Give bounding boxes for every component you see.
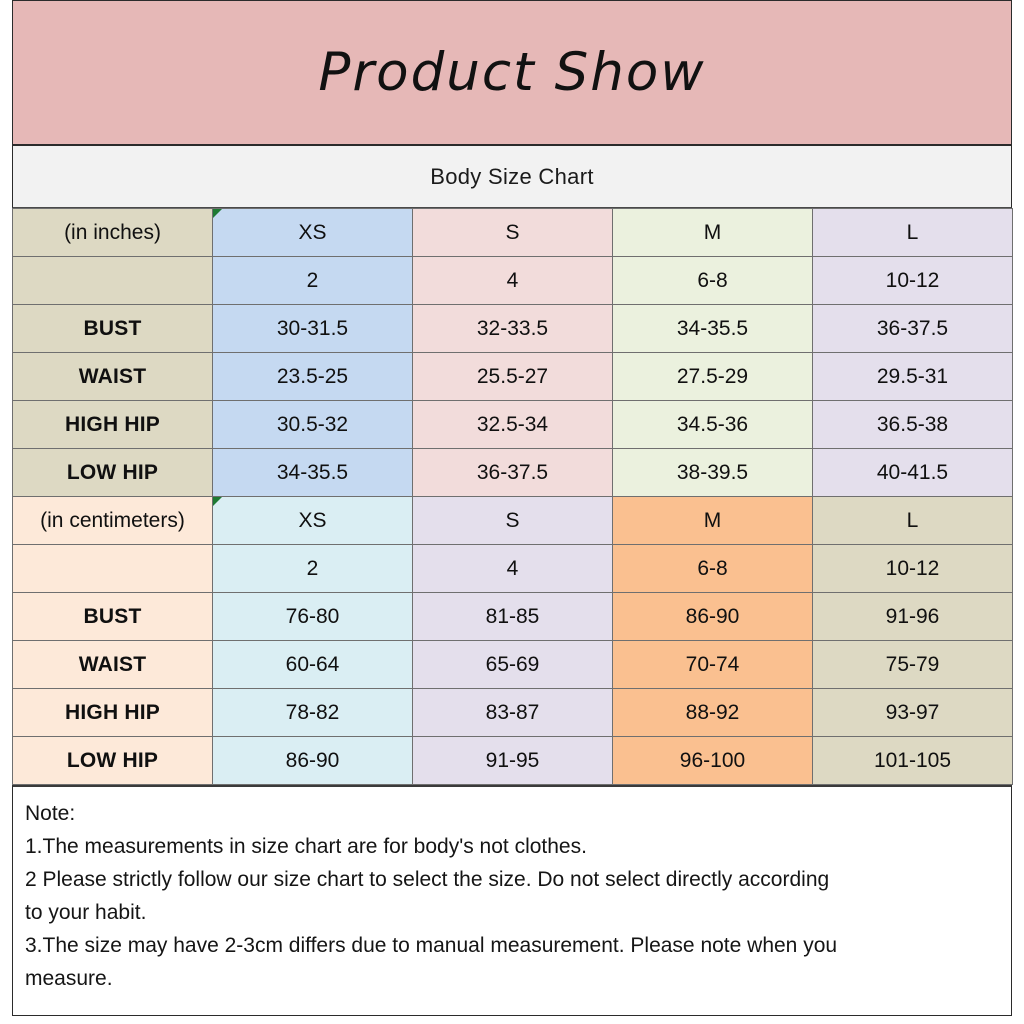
cell-bust-m-centimeters: 86-90 xyxy=(612,592,813,641)
table-row-low-hip-centimeters: LOW HIP 86-90 91-95 96-100 101-105 xyxy=(12,736,1013,785)
cell-bust-m-inches: 34-35.5 xyxy=(612,304,813,353)
numeric-size-row-label-inches xyxy=(12,256,213,305)
row-label-waist-inches: WAIST xyxy=(12,352,213,401)
cell-low-hip-xs-inches: 34-35.5 xyxy=(212,448,413,497)
numeric-size-s-centimeters: 4 xyxy=(412,544,613,593)
table-row-centimeters-numeric-sizes: 2 4 6-8 10-12 xyxy=(12,544,1013,593)
note-line-1: 1.The measurements in size chart are for… xyxy=(25,835,587,858)
cell-waist-m-centimeters: 70-74 xyxy=(612,640,813,689)
cell-high-hip-xs-centimeters: 78-82 xyxy=(212,688,413,737)
cell-low-hip-s-inches: 36-37.5 xyxy=(412,448,613,497)
cell-waist-s-inches: 25.5-27 xyxy=(412,352,613,401)
comment-marker-icon xyxy=(213,209,222,218)
row-label-low-hip-centimeters: LOW HIP xyxy=(12,736,213,785)
cell-waist-s-centimeters: 65-69 xyxy=(412,640,613,689)
cell-bust-l-centimeters: 91-96 xyxy=(812,592,1013,641)
body-size-chart-subtitle-row: Body Size Chart xyxy=(12,146,1012,208)
cell-waist-l-centimeters: 75-79 xyxy=(812,640,1013,689)
cell-high-hip-m-inches: 34.5-36 xyxy=(612,400,813,449)
note-line-3-cont: measure. xyxy=(25,967,113,990)
numeric-size-row-label-centimeters xyxy=(12,544,213,593)
cell-low-hip-s-centimeters: 91-95 xyxy=(412,736,613,785)
table-row-inches-header: (in inches) XS S M L xyxy=(12,208,1013,257)
cell-low-hip-xs-centimeters: 86-90 xyxy=(212,736,413,785)
cell-waist-l-inches: 29.5-31 xyxy=(812,352,1013,401)
cell-high-hip-m-centimeters: 88-92 xyxy=(612,688,813,737)
size-header-l-inches: L xyxy=(812,208,1013,257)
size-header-xs-inches-label: XS xyxy=(298,220,327,244)
note-heading: Note: xyxy=(25,802,76,825)
cell-waist-m-inches: 27.5-29 xyxy=(612,352,813,401)
note-line-2: 2 Please strictly follow our size chart … xyxy=(25,868,830,891)
size-header-m-inches: M xyxy=(612,208,813,257)
row-label-bust-inches: BUST xyxy=(12,304,213,353)
note-section: Note: 1.The measurements in size chart a… xyxy=(12,785,1012,1016)
page-title: Product Show xyxy=(318,42,706,103)
table-row-waist-centimeters: WAIST 60-64 65-69 70-74 75-79 xyxy=(12,640,1013,689)
table-row-bust-inches: BUST 30-31.5 32-33.5 34-35.5 36-37.5 xyxy=(12,304,1013,353)
numeric-size-l-centimeters: 10-12 xyxy=(812,544,1013,593)
cell-low-hip-m-centimeters: 96-100 xyxy=(612,736,813,785)
cell-high-hip-xs-inches: 30.5-32 xyxy=(212,400,413,449)
cell-high-hip-s-centimeters: 83-87 xyxy=(412,688,613,737)
row-label-high-hip-centimeters: HIGH HIP xyxy=(12,688,213,737)
unit-label-centimeters: (in centimeters) xyxy=(12,496,213,545)
size-header-xs-inches: XS xyxy=(212,208,413,257)
cell-low-hip-l-inches: 40-41.5 xyxy=(812,448,1013,497)
table-row-high-hip-inches: HIGH HIP 30.5-32 32.5-34 34.5-36 36.5-38 xyxy=(12,400,1013,449)
cell-waist-xs-centimeters: 60-64 xyxy=(212,640,413,689)
numeric-size-m-centimeters: 6-8 xyxy=(612,544,813,593)
cell-high-hip-l-inches: 36.5-38 xyxy=(812,400,1013,449)
numeric-size-xs-inches: 2 xyxy=(212,256,413,305)
cell-high-hip-l-centimeters: 93-97 xyxy=(812,688,1013,737)
cell-waist-xs-inches: 23.5-25 xyxy=(212,352,413,401)
size-header-s-centimeters: S xyxy=(412,496,613,545)
cell-bust-s-centimeters: 81-85 xyxy=(412,592,613,641)
row-label-low-hip-inches: LOW HIP xyxy=(12,448,213,497)
cell-low-hip-l-centimeters: 101-105 xyxy=(812,736,1013,785)
subtitle-text: Body Size Chart xyxy=(430,163,594,189)
size-header-m-centimeters: M xyxy=(612,496,813,545)
table-row-inches-numeric-sizes: 2 4 6-8 10-12 xyxy=(12,256,1013,305)
product-show-banner: Product Show xyxy=(12,0,1012,146)
cell-low-hip-m-inches: 38-39.5 xyxy=(612,448,813,497)
size-header-s-inches: S xyxy=(412,208,613,257)
table-row-low-hip-inches: LOW HIP 34-35.5 36-37.5 38-39.5 40-41.5 xyxy=(12,448,1013,497)
cell-bust-l-inches: 36-37.5 xyxy=(812,304,1013,353)
table-row-waist-inches: WAIST 23.5-25 25.5-27 27.5-29 29.5-31 xyxy=(12,352,1013,401)
size-header-l-centimeters: L xyxy=(812,496,1013,545)
cell-high-hip-s-inches: 32.5-34 xyxy=(412,400,613,449)
table-row-high-hip-centimeters: HIGH HIP 78-82 83-87 88-92 93-97 xyxy=(12,688,1013,737)
row-label-bust-centimeters: BUST xyxy=(12,592,213,641)
size-chart-table: (in inches) XS S M L 2 4 6-8 10-12 BUST … xyxy=(12,208,1013,785)
cell-bust-xs-inches: 30-31.5 xyxy=(212,304,413,353)
numeric-size-l-inches: 10-12 xyxy=(812,256,1013,305)
row-label-high-hip-inches: HIGH HIP xyxy=(12,400,213,449)
size-header-xs-centimeters-label: XS xyxy=(298,508,327,532)
table-row-centimeters-header: (in centimeters) XS S M L xyxy=(12,496,1013,545)
size-header-xs-centimeters: XS xyxy=(212,496,413,545)
numeric-size-m-inches: 6-8 xyxy=(612,256,813,305)
cell-bust-xs-centimeters: 76-80 xyxy=(212,592,413,641)
note-line-3: 3.The size may have 2-3cm differs due to… xyxy=(25,934,838,957)
numeric-size-s-inches: 4 xyxy=(412,256,613,305)
numeric-size-xs-centimeters: 2 xyxy=(212,544,413,593)
comment-marker-icon xyxy=(213,497,222,506)
cell-bust-s-inches: 32-33.5 xyxy=(412,304,613,353)
note-line-2-cont: to your habit. xyxy=(25,901,147,924)
unit-label-inches: (in inches) xyxy=(12,208,213,257)
table-row-bust-centimeters: BUST 76-80 81-85 86-90 91-96 xyxy=(12,592,1013,641)
row-label-waist-centimeters: WAIST xyxy=(12,640,213,689)
